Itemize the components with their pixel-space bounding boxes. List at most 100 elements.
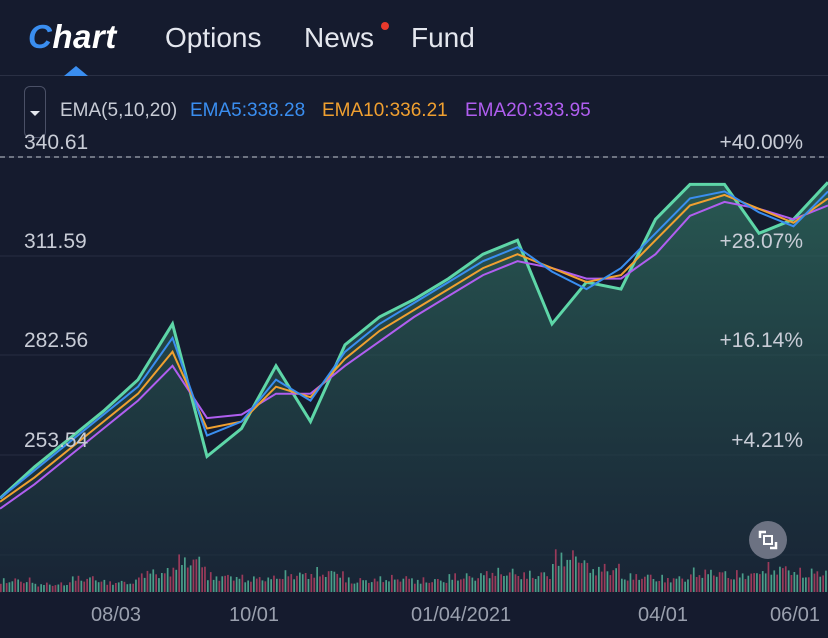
indicator-dropdown-button[interactable] bbox=[24, 86, 46, 138]
volume-bar bbox=[77, 575, 80, 592]
volume-bar bbox=[802, 577, 804, 592]
volume-bar bbox=[494, 575, 497, 592]
volume-bar bbox=[330, 570, 333, 592]
volume-bar bbox=[468, 576, 471, 592]
volume-bar bbox=[74, 580, 77, 592]
volume-bar bbox=[816, 571, 819, 592]
volume-bar bbox=[373, 578, 376, 592]
top-nav-bar: Chart Options News Fund bbox=[0, 0, 828, 76]
volume-bar bbox=[600, 571, 603, 592]
volume-bar bbox=[819, 576, 822, 592]
volume-bar bbox=[592, 569, 594, 592]
pct-tick-label: +16.14% bbox=[719, 329, 804, 352]
volume-bar bbox=[69, 582, 71, 592]
ema10-value: EMA10:336.21 bbox=[322, 100, 448, 121]
volume-bar bbox=[281, 579, 284, 592]
y-tick-label: 340.61 bbox=[24, 131, 89, 154]
volume-bar bbox=[322, 574, 324, 592]
volume-bar bbox=[661, 574, 663, 592]
volume-bar bbox=[514, 574, 517, 592]
volume-bar bbox=[595, 575, 597, 592]
volume-bar bbox=[227, 574, 229, 592]
volume-bar bbox=[385, 580, 387, 592]
volume-bar bbox=[672, 578, 675, 592]
volume-bar bbox=[132, 583, 134, 592]
volume-bar bbox=[609, 575, 612, 592]
volume-bar bbox=[46, 582, 48, 592]
volume-bar bbox=[230, 576, 232, 592]
volume-bar bbox=[48, 584, 51, 592]
volume-bar bbox=[267, 577, 270, 592]
volume-bar bbox=[560, 552, 563, 592]
ema20-line bbox=[0, 200, 828, 510]
volume-bar bbox=[232, 580, 235, 592]
volume-bar bbox=[356, 582, 359, 592]
volume-bar bbox=[135, 579, 137, 592]
volume-bar bbox=[612, 570, 615, 592]
volume-bar bbox=[623, 579, 626, 592]
volume-bar bbox=[460, 579, 462, 592]
volume-bar bbox=[678, 576, 681, 592]
x-tick-label: 01/04/2021 bbox=[411, 604, 512, 626]
volume-bar bbox=[391, 574, 393, 592]
volume-bar bbox=[66, 585, 68, 592]
volume-bar bbox=[715, 576, 718, 592]
volume-bar bbox=[552, 564, 554, 592]
volume-bar bbox=[606, 571, 609, 592]
volume-bar bbox=[123, 581, 126, 592]
indicator-name: EMA(5,10,20) bbox=[60, 100, 178, 121]
volume-bar bbox=[474, 580, 477, 592]
volume-bar bbox=[687, 579, 689, 592]
volume-bar bbox=[129, 583, 132, 592]
volume-bar bbox=[152, 569, 155, 592]
volume-bar bbox=[692, 567, 695, 592]
volume-bar bbox=[764, 573, 767, 592]
volume-bar bbox=[598, 566, 600, 592]
volume-bar bbox=[31, 582, 34, 592]
volume-bar bbox=[304, 573, 307, 592]
volume-bar bbox=[810, 568, 813, 592]
volume-bar bbox=[307, 579, 310, 592]
volume-bar bbox=[198, 556, 201, 592]
volume-bar bbox=[491, 572, 494, 592]
tab-fund[interactable]: Fund bbox=[411, 22, 475, 53]
volume-bar bbox=[209, 572, 212, 592]
volume-bar bbox=[327, 571, 330, 592]
volume-bar bbox=[534, 579, 537, 592]
volume-bar bbox=[825, 570, 827, 592]
tab-options[interactable]: Options bbox=[165, 22, 262, 53]
x-tick-label: 10/01 bbox=[229, 604, 280, 626]
volume-bar bbox=[339, 577, 341, 592]
volume-bar bbox=[477, 578, 479, 592]
volume-bar bbox=[293, 579, 295, 592]
volume-bar bbox=[727, 578, 730, 592]
volume-bar bbox=[54, 585, 57, 592]
fullscreen-button[interactable] bbox=[749, 521, 787, 559]
volume-bar bbox=[782, 568, 784, 592]
tab-news[interactable]: News bbox=[304, 22, 375, 53]
volume-bar bbox=[635, 574, 638, 592]
price-line bbox=[0, 181, 828, 500]
volume-bar bbox=[255, 578, 258, 592]
volume-bar bbox=[416, 579, 419, 592]
volume-bar bbox=[747, 575, 750, 592]
volume-bar bbox=[669, 582, 672, 592]
volume-bar bbox=[807, 577, 810, 592]
volume-bar bbox=[575, 556, 577, 592]
volume-bar bbox=[799, 567, 801, 592]
volume-bar bbox=[744, 579, 747, 592]
volume-bar bbox=[422, 577, 425, 592]
volume-bar bbox=[146, 570, 149, 592]
volume-bar bbox=[97, 582, 100, 592]
volume-bar bbox=[57, 584, 60, 592]
volume-bar bbox=[583, 560, 586, 592]
volume-bar bbox=[646, 574, 649, 592]
volume-bar bbox=[138, 577, 140, 592]
volume-bar bbox=[17, 579, 19, 592]
volume-bar bbox=[649, 574, 652, 592]
chart-logo[interactable]: Chart bbox=[28, 18, 117, 55]
volume-bar bbox=[376, 581, 379, 592]
volume-bar bbox=[40, 584, 42, 592]
volume-bar bbox=[632, 579, 635, 592]
